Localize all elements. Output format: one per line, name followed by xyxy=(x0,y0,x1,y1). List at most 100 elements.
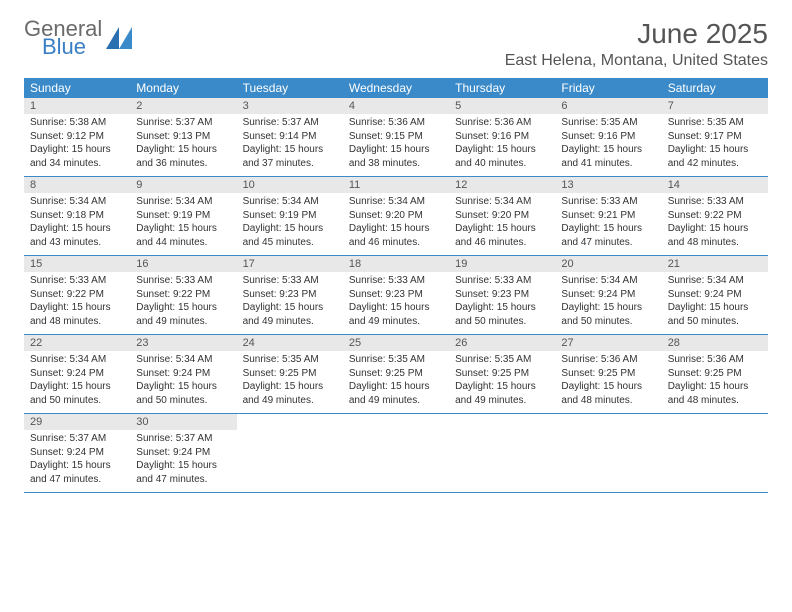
day-number: 21 xyxy=(662,256,768,272)
sunrise-line: Sunrise: 5:37 AM xyxy=(136,432,230,446)
day-cell: 24Sunrise: 5:35 AMSunset: 9:25 PMDayligh… xyxy=(237,335,343,413)
day-header: Thursday xyxy=(449,78,555,98)
sunrise-line: Sunrise: 5:38 AM xyxy=(30,116,124,130)
day-cell: 18Sunrise: 5:33 AMSunset: 9:23 PMDayligh… xyxy=(343,256,449,334)
day-cell: 19Sunrise: 5:33 AMSunset: 9:23 PMDayligh… xyxy=(449,256,555,334)
day-cell: 29Sunrise: 5:37 AMSunset: 9:24 PMDayligh… xyxy=(24,414,130,492)
sunrise-line: Sunrise: 5:33 AM xyxy=(243,274,337,288)
sunrise-line: Sunrise: 5:34 AM xyxy=(136,195,230,209)
sunset-line: Sunset: 9:24 PM xyxy=(30,446,124,460)
day-number: 9 xyxy=(130,177,236,193)
day-number: 27 xyxy=(555,335,661,351)
daylight-line: Daylight: 15 hours and 34 minutes. xyxy=(30,143,124,170)
day-body: Sunrise: 5:34 AMSunset: 9:24 PMDaylight:… xyxy=(24,351,130,411)
daylight-line: Daylight: 15 hours and 47 minutes. xyxy=(561,222,655,249)
day-cell: 4Sunrise: 5:36 AMSunset: 9:15 PMDaylight… xyxy=(343,98,449,176)
sunset-line: Sunset: 9:17 PM xyxy=(668,130,762,144)
sunset-line: Sunset: 9:23 PM xyxy=(455,288,549,302)
day-cell: 20 Sunrise: 5:34 AMSunset: 9:24 PMDayligh… xyxy=(555,256,661,334)
day-body: Sunrise: 5:36 AMSunset: 9:25 PMDaylight:… xyxy=(555,351,661,411)
day-cell: 17Sunrise: 5:33 AMSunset: 9:23 PMDayligh… xyxy=(237,256,343,334)
daylight-line: Daylight: 15 hours and 40 minutes. xyxy=(455,143,549,170)
sunrise-line: Sunrise: 5:37 AM xyxy=(136,116,230,130)
empty-cell xyxy=(237,414,343,492)
header: General Blue June 2025 East Helena, Mont… xyxy=(24,18,768,70)
day-body: Sunrise: 5:33 AMSunset: 9:23 PMDaylight:… xyxy=(449,272,555,332)
daylight-line: Daylight: 15 hours and 50 minutes. xyxy=(561,301,655,328)
day-cell: 14Sunrise: 5:33 AMSunset: 9:22 PMDayligh… xyxy=(662,177,768,255)
day-cell: 12Sunrise: 5:34 AMSunset: 9:20 PMDayligh… xyxy=(449,177,555,255)
daylight-line: Daylight: 15 hours and 50 minutes. xyxy=(30,380,124,407)
sunrise-line: Sunrise: 5:35 AM xyxy=(243,353,337,367)
day-cell: 22Sunrise: 5:34 AMSunset: 9:24 PMDayligh… xyxy=(24,335,130,413)
sunrise-line: Sunrise: 5:35 AM xyxy=(455,353,549,367)
day-body: Sunrise: 5:33 AMSunset: 9:23 PMDaylight:… xyxy=(237,272,343,332)
day-body: Sunrise: 5:37 AMSunset: 9:24 PMDaylight:… xyxy=(130,430,236,490)
week-row: 8Sunrise: 5:34 AMSunset: 9:18 PMDaylight… xyxy=(24,177,768,256)
sunset-line: Sunset: 9:22 PM xyxy=(136,288,230,302)
title-block: June 2025 East Helena, Montana, United S… xyxy=(505,18,768,70)
week-row: 22Sunrise: 5:34 AMSunset: 9:24 PMDayligh… xyxy=(24,335,768,414)
daylight-line: Daylight: 15 hours and 48 minutes. xyxy=(30,301,124,328)
location: East Helena, Montana, United States xyxy=(505,52,768,70)
daylight-line: Daylight: 15 hours and 43 minutes. xyxy=(30,222,124,249)
day-number: 12 xyxy=(449,177,555,193)
sunrise-line: Sunrise: 5:35 AM xyxy=(561,116,655,130)
day-body: Sunrise: 5:37 AMSunset: 9:24 PMDaylight:… xyxy=(24,430,130,490)
sunrise-line: Sunrise: 5:37 AM xyxy=(243,116,337,130)
sunrise-line: Sunrise: 5:36 AM xyxy=(668,353,762,367)
day-number: 18 xyxy=(343,256,449,272)
empty-cell xyxy=(555,414,661,492)
daylight-line: Daylight: 15 hours and 49 minutes. xyxy=(243,301,337,328)
day-number: 2 xyxy=(130,98,236,114)
sunset-line: Sunset: 9:24 PM xyxy=(561,288,655,302)
daylight-line: Daylight: 15 hours and 48 minutes. xyxy=(561,380,655,407)
day-body: Sunrise: 5:34 AMSunset: 9:20 PMDaylight:… xyxy=(343,193,449,253)
day-body: Sunrise: 5:37 AMSunset: 9:13 PMDaylight:… xyxy=(130,114,236,174)
sunset-line: Sunset: 9:23 PM xyxy=(349,288,443,302)
day-number: 28 xyxy=(662,335,768,351)
daylight-line: Daylight: 15 hours and 49 minutes. xyxy=(243,380,337,407)
sunset-line: Sunset: 9:16 PM xyxy=(455,130,549,144)
sunrise-line: Sunrise: 5:34 AM xyxy=(561,274,655,288)
day-body: Sunrise: 5:34 AMSunset: 9:24 PMDaylight:… xyxy=(662,272,768,332)
day-body: Sunrise: 5:35 AMSunset: 9:17 PMDaylight:… xyxy=(662,114,768,174)
day-number: 13 xyxy=(555,177,661,193)
day-body: Sunrise: 5:36 AMSunset: 9:15 PMDaylight:… xyxy=(343,114,449,174)
daylight-line: Daylight: 15 hours and 50 minutes. xyxy=(136,380,230,407)
daylight-line: Daylight: 15 hours and 38 minutes. xyxy=(349,143,443,170)
day-body: Sunrise: 5:35 AMSunset: 9:25 PMDaylight:… xyxy=(237,351,343,411)
calendar: SundayMondayTuesdayWednesdayThursdayFrid… xyxy=(24,78,768,493)
day-number: 20 xyxy=(555,256,661,272)
sunset-line: Sunset: 9:25 PM xyxy=(349,367,443,381)
sunrise-line: Sunrise: 5:33 AM xyxy=(561,195,655,209)
sunrise-line: Sunrise: 5:33 AM xyxy=(30,274,124,288)
daylight-line: Daylight: 15 hours and 47 minutes. xyxy=(30,459,124,486)
day-number: 7 xyxy=(662,98,768,114)
day-body: Sunrise: 5:33 AMSunset: 9:21 PMDaylight:… xyxy=(555,193,661,253)
sunrise-line: Sunrise: 5:33 AM xyxy=(455,274,549,288)
day-cell: 21Sunrise: 5:34 AMSunset: 9:24 PMDayligh… xyxy=(662,256,768,334)
sunset-line: Sunset: 9:20 PM xyxy=(455,209,549,223)
day-body: Sunrise: 5:35 AMSunset: 9:25 PMDaylight:… xyxy=(343,351,449,411)
logo: General Blue xyxy=(24,18,132,58)
day-cell: 5 Sunrise: 5:36 AMSunset: 9:16 PMDaylight… xyxy=(449,98,555,176)
sunrise-line: Sunrise: 5:34 AM xyxy=(668,274,762,288)
daylight-line: Daylight: 15 hours and 49 minutes. xyxy=(136,301,230,328)
sunrise-line: Sunrise: 5:35 AM xyxy=(349,353,443,367)
daylight-line: Daylight: 15 hours and 48 minutes. xyxy=(668,222,762,249)
sunset-line: Sunset: 9:25 PM xyxy=(243,367,337,381)
sunset-line: Sunset: 9:19 PM xyxy=(136,209,230,223)
sunrise-line: Sunrise: 5:33 AM xyxy=(349,274,443,288)
day-cell: 6Sunrise: 5:35 AMSunset: 9:16 PMDaylight… xyxy=(555,98,661,176)
sunrise-line: Sunrise: 5:34 AM xyxy=(243,195,337,209)
day-cell: 7Sunrise: 5:35 AMSunset: 9:17 PMDaylight… xyxy=(662,98,768,176)
daylight-line: Daylight: 15 hours and 50 minutes. xyxy=(455,301,549,328)
day-body: Sunrise: 5:33 AMSunset: 9:22 PMDaylight:… xyxy=(662,193,768,253)
day-header: Wednesday xyxy=(343,78,449,98)
day-number: 19 xyxy=(449,256,555,272)
daylight-line: Daylight: 15 hours and 46 minutes. xyxy=(349,222,443,249)
sunset-line: Sunset: 9:22 PM xyxy=(30,288,124,302)
day-number: 5 xyxy=(449,98,555,114)
sunrise-line: Sunrise: 5:36 AM xyxy=(455,116,549,130)
